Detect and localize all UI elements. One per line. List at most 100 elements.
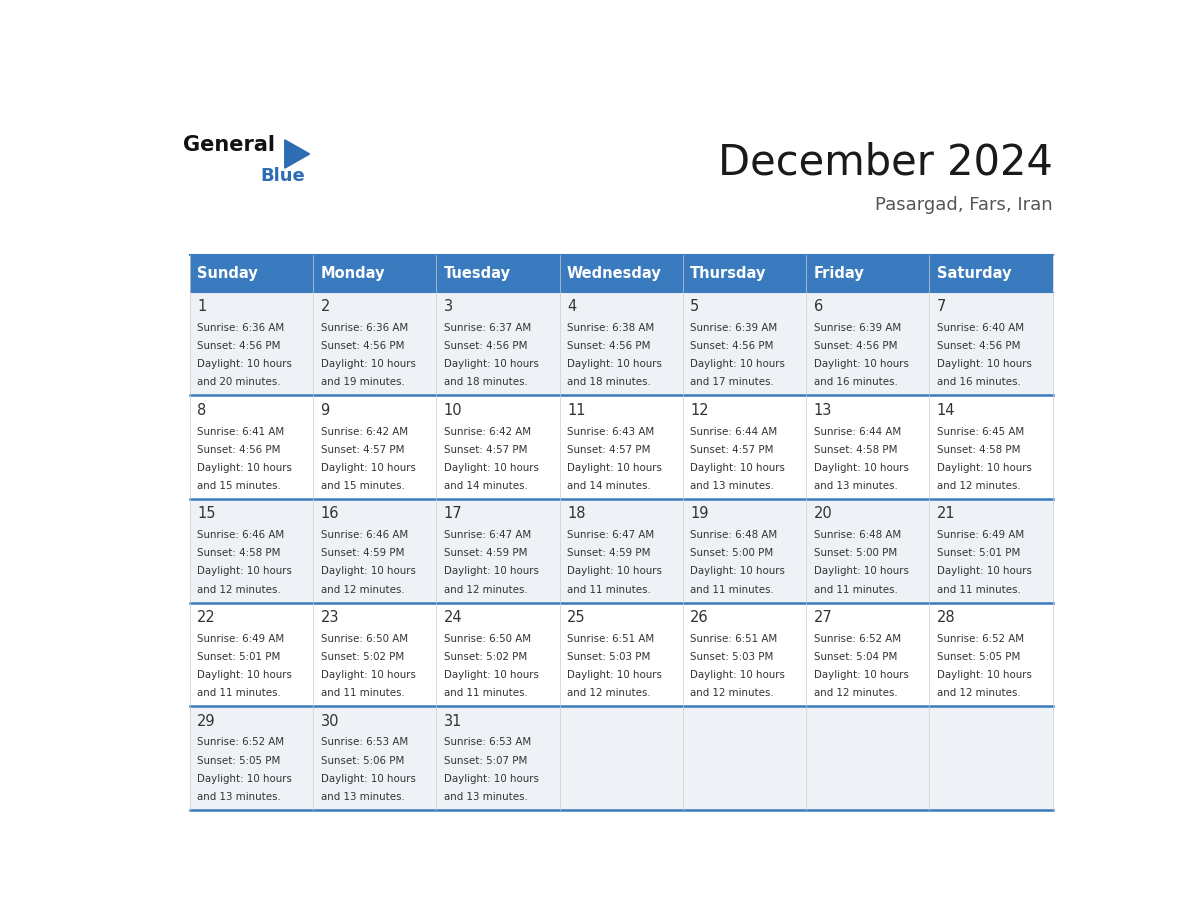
Bar	[436, 255, 560, 292]
Text: Daylight: 10 hours: Daylight: 10 hours	[444, 463, 538, 473]
Text: Sunrise: 6:45 AM: Sunrise: 6:45 AM	[937, 427, 1024, 437]
Text: and 12 minutes.: and 12 minutes.	[690, 688, 773, 699]
Text: Sunset: 4:56 PM: Sunset: 4:56 PM	[321, 341, 404, 351]
Text: 27: 27	[814, 610, 833, 625]
Text: and 13 minutes.: and 13 minutes.	[690, 481, 775, 491]
Text: and 17 minutes.: and 17 minutes.	[690, 377, 775, 387]
Bar	[929, 396, 1053, 499]
Text: and 12 minutes.: and 12 minutes.	[814, 688, 897, 699]
Text: 5: 5	[690, 299, 700, 314]
Bar	[807, 255, 929, 292]
Text: Sunset: 5:05 PM: Sunset: 5:05 PM	[937, 652, 1020, 662]
Text: 6: 6	[814, 299, 823, 314]
Text: Daylight: 10 hours: Daylight: 10 hours	[937, 359, 1031, 369]
Text: Daylight: 10 hours: Daylight: 10 hours	[321, 566, 416, 577]
Text: and 11 minutes.: and 11 minutes.	[197, 688, 282, 699]
Text: Daylight: 10 hours: Daylight: 10 hours	[321, 463, 416, 473]
Text: 4: 4	[567, 299, 576, 314]
Text: and 18 minutes.: and 18 minutes.	[444, 377, 527, 387]
Text: Sunset: 5:01 PM: Sunset: 5:01 PM	[937, 548, 1020, 558]
Text: Sunset: 4:59 PM: Sunset: 4:59 PM	[567, 548, 651, 558]
Text: Daylight: 10 hours: Daylight: 10 hours	[444, 670, 538, 680]
Bar	[560, 292, 683, 396]
Text: Sunrise: 6:43 AM: Sunrise: 6:43 AM	[567, 427, 655, 437]
Bar	[807, 499, 929, 603]
Text: and 15 minutes.: and 15 minutes.	[321, 481, 404, 491]
Text: Sunset: 4:58 PM: Sunset: 4:58 PM	[197, 548, 280, 558]
Text: Sunrise: 6:52 AM: Sunrise: 6:52 AM	[814, 633, 901, 644]
Text: and 16 minutes.: and 16 minutes.	[814, 377, 897, 387]
Polygon shape	[285, 140, 310, 168]
Text: 28: 28	[937, 610, 955, 625]
Bar	[683, 292, 807, 396]
Text: and 12 minutes.: and 12 minutes.	[937, 481, 1020, 491]
Bar	[560, 396, 683, 499]
Bar	[683, 396, 807, 499]
Bar	[929, 499, 1053, 603]
Text: Sunrise: 6:37 AM: Sunrise: 6:37 AM	[444, 323, 531, 333]
Text: Sunset: 4:59 PM: Sunset: 4:59 PM	[321, 548, 404, 558]
Bar	[929, 706, 1053, 810]
Text: and 11 minutes.: and 11 minutes.	[444, 688, 527, 699]
Text: Sunset: 4:57 PM: Sunset: 4:57 PM	[321, 444, 404, 454]
Text: Daylight: 10 hours: Daylight: 10 hours	[197, 566, 292, 577]
Text: Sunset: 5:01 PM: Sunset: 5:01 PM	[197, 652, 280, 662]
Text: Sunrise: 6:52 AM: Sunrise: 6:52 AM	[197, 737, 284, 747]
Text: Sunrise: 6:47 AM: Sunrise: 6:47 AM	[567, 531, 655, 540]
Text: and 20 minutes.: and 20 minutes.	[197, 377, 280, 387]
Text: Sunrise: 6:40 AM: Sunrise: 6:40 AM	[937, 323, 1024, 333]
Text: Daylight: 10 hours: Daylight: 10 hours	[690, 463, 785, 473]
Bar	[560, 603, 683, 706]
Text: Daylight: 10 hours: Daylight: 10 hours	[321, 359, 416, 369]
Text: Sunrise: 6:48 AM: Sunrise: 6:48 AM	[690, 531, 777, 540]
Text: Sunrise: 6:52 AM: Sunrise: 6:52 AM	[937, 633, 1024, 644]
Text: and 11 minutes.: and 11 minutes.	[937, 585, 1020, 595]
Text: Sunset: 4:57 PM: Sunset: 4:57 PM	[567, 444, 651, 454]
Text: Sunrise: 6:38 AM: Sunrise: 6:38 AM	[567, 323, 655, 333]
Text: 22: 22	[197, 610, 216, 625]
Text: Sunset: 4:58 PM: Sunset: 4:58 PM	[814, 444, 897, 454]
Text: and 14 minutes.: and 14 minutes.	[444, 481, 527, 491]
Text: and 16 minutes.: and 16 minutes.	[937, 377, 1020, 387]
Text: Sunrise: 6:46 AM: Sunrise: 6:46 AM	[197, 531, 285, 540]
Text: Daylight: 10 hours: Daylight: 10 hours	[937, 566, 1031, 577]
Text: Daylight: 10 hours: Daylight: 10 hours	[444, 774, 538, 784]
Text: 26: 26	[690, 610, 709, 625]
Text: Sunset: 5:00 PM: Sunset: 5:00 PM	[690, 548, 773, 558]
Text: Sunset: 5:04 PM: Sunset: 5:04 PM	[814, 652, 897, 662]
Bar	[314, 396, 436, 499]
Text: Daylight: 10 hours: Daylight: 10 hours	[197, 670, 292, 680]
Text: Sunrise: 6:49 AM: Sunrise: 6:49 AM	[197, 633, 285, 644]
Text: Daylight: 10 hours: Daylight: 10 hours	[444, 566, 538, 577]
Text: Blue: Blue	[261, 167, 305, 185]
Text: Sunset: 5:05 PM: Sunset: 5:05 PM	[197, 756, 280, 766]
Text: Daylight: 10 hours: Daylight: 10 hours	[567, 463, 662, 473]
Text: and 11 minutes.: and 11 minutes.	[567, 585, 651, 595]
Text: Sunset: 5:06 PM: Sunset: 5:06 PM	[321, 756, 404, 766]
Text: Daylight: 10 hours: Daylight: 10 hours	[321, 774, 416, 784]
Text: Daylight: 10 hours: Daylight: 10 hours	[814, 566, 909, 577]
Text: Sunrise: 6:42 AM: Sunrise: 6:42 AM	[444, 427, 531, 437]
Text: and 14 minutes.: and 14 minutes.	[567, 481, 651, 491]
Text: and 13 minutes.: and 13 minutes.	[321, 792, 404, 801]
Text: Sunset: 4:56 PM: Sunset: 4:56 PM	[814, 341, 897, 351]
Text: Sunrise: 6:46 AM: Sunrise: 6:46 AM	[321, 531, 407, 540]
Text: Friday: Friday	[814, 266, 865, 281]
Text: Daylight: 10 hours: Daylight: 10 hours	[814, 463, 909, 473]
Text: Sunrise: 6:41 AM: Sunrise: 6:41 AM	[197, 427, 285, 437]
Text: Daylight: 10 hours: Daylight: 10 hours	[690, 359, 785, 369]
Text: 9: 9	[321, 403, 330, 418]
Text: and 11 minutes.: and 11 minutes.	[321, 688, 404, 699]
Text: Daylight: 10 hours: Daylight: 10 hours	[690, 566, 785, 577]
Text: Daylight: 10 hours: Daylight: 10 hours	[567, 359, 662, 369]
Text: Sunset: 4:56 PM: Sunset: 4:56 PM	[444, 341, 527, 351]
Text: Sunset: 4:56 PM: Sunset: 4:56 PM	[197, 341, 280, 351]
Text: Sunrise: 6:44 AM: Sunrise: 6:44 AM	[690, 427, 777, 437]
Text: Daylight: 10 hours: Daylight: 10 hours	[444, 359, 538, 369]
Text: and 12 minutes.: and 12 minutes.	[197, 585, 280, 595]
Text: and 11 minutes.: and 11 minutes.	[814, 585, 897, 595]
Text: and 12 minutes.: and 12 minutes.	[444, 585, 527, 595]
Text: 20: 20	[814, 507, 833, 521]
Text: 12: 12	[690, 403, 709, 418]
Text: Daylight: 10 hours: Daylight: 10 hours	[814, 359, 909, 369]
